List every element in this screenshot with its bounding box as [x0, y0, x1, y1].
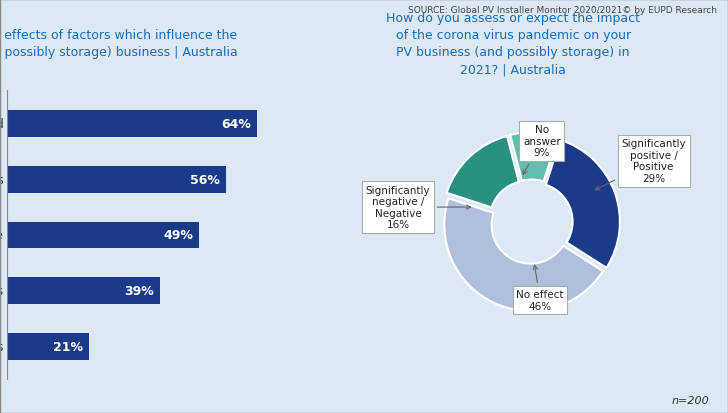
Wedge shape: [546, 140, 620, 268]
Wedge shape: [444, 199, 603, 311]
Text: 56%: 56%: [190, 173, 220, 186]
Text: Positive effects of factors which influence the
PV (and possibly storage) busine: Positive effects of factors which influe…: [0, 29, 237, 59]
Bar: [7, 166, 226, 193]
Text: No effect
46%: No effect 46%: [516, 266, 563, 311]
Text: No
answer
9%: No answer 9%: [523, 125, 561, 175]
Text: Regulatory framework conditions: Regulatory framework conditions: [0, 340, 4, 353]
Bar: [7, 111, 257, 138]
Wedge shape: [447, 137, 519, 208]
Text: Prices for PV components: Prices for PV components: [0, 285, 4, 297]
Text: How do you assess or expect the impact
of the corona virus pandemic on your
PV b: How do you assess or expect the impact o…: [387, 12, 640, 76]
Text: Environment- and climate debate: Environment- and climate debate: [0, 229, 4, 242]
Text: SOURCE: Global PV Installer Monitor 2020/2021© by EUPD Research: SOURCE: Global PV Installer Monitor 2020…: [408, 6, 717, 15]
Text: Significantly
positive /
Positive
29%: Significantly positive / Positive 29%: [596, 139, 686, 190]
Text: Significantly
negative /
Negative
16%: Significantly negative / Negative 16%: [365, 185, 470, 230]
Text: 49%: 49%: [163, 229, 193, 242]
Text: 64%: 64%: [221, 118, 251, 131]
Wedge shape: [510, 133, 558, 182]
Bar: [7, 333, 90, 360]
Text: Funding schemes: Funding schemes: [0, 173, 4, 186]
Text: 21%: 21%: [53, 340, 84, 353]
Text: Customer demand: Customer demand: [0, 118, 4, 131]
Text: 39%: 39%: [124, 285, 154, 297]
Text: n=200: n=200: [672, 395, 710, 405]
Bar: [7, 222, 199, 249]
Bar: [7, 278, 159, 304]
